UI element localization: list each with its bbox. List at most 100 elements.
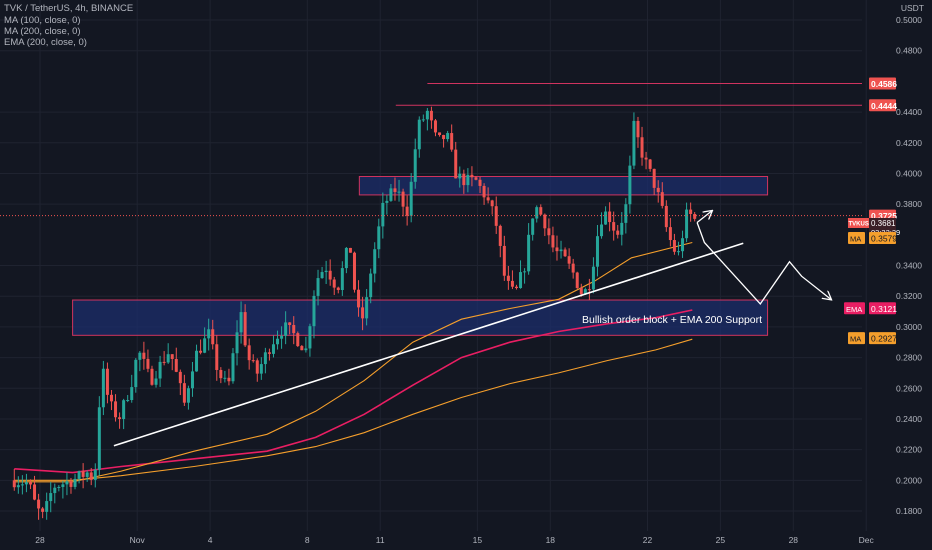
candle-body xyxy=(381,202,385,227)
candle-body xyxy=(660,192,664,206)
candle-body xyxy=(348,247,352,253)
ma100-name-tag: MA xyxy=(850,235,861,244)
candle-body xyxy=(498,225,502,246)
candle-body xyxy=(563,249,567,257)
candle-body xyxy=(146,358,150,369)
candle-body xyxy=(389,188,393,201)
candle-body xyxy=(490,200,494,207)
candle-body xyxy=(559,249,563,252)
candle-body xyxy=(114,401,118,418)
indicator-ema200-label: EMA (200, close, 0) xyxy=(4,37,87,48)
candle-body xyxy=(316,278,320,296)
candle-body xyxy=(531,218,535,235)
candle-body xyxy=(211,329,215,345)
candle-body xyxy=(134,359,138,388)
candle-body xyxy=(502,245,506,276)
candle-body xyxy=(304,348,308,351)
candle-body xyxy=(24,482,28,485)
candle-body xyxy=(462,173,466,186)
candle-body xyxy=(567,256,571,264)
x-tick-label: Dec xyxy=(859,535,875,545)
candle-body xyxy=(219,369,223,379)
candle-body xyxy=(118,417,122,420)
candle-body xyxy=(174,358,178,372)
ma100-name-tag-bg xyxy=(848,232,865,245)
candle-body xyxy=(93,469,97,480)
y-tick-label: 0.1800 xyxy=(896,506,922,516)
y-tick-label: 0.2400 xyxy=(896,414,922,424)
candle-body xyxy=(227,377,231,382)
candle-body xyxy=(203,338,207,353)
candle-body xyxy=(138,352,142,360)
candle-body xyxy=(644,157,648,160)
price-axis: 0.5000 0.4800 0.4400 0.4200 0.4000 0.3800 0.34… xyxy=(844,15,922,516)
candle-body xyxy=(620,222,624,235)
candle-body xyxy=(259,364,263,374)
candle-body xyxy=(551,235,555,248)
candle-body xyxy=(53,487,57,494)
indicator-ma200-label: MA (200, close, 0) xyxy=(4,26,81,37)
candle-body xyxy=(397,191,401,193)
candle-body xyxy=(105,368,109,395)
candle-body xyxy=(486,197,490,201)
candle-body xyxy=(470,174,474,178)
candle-body xyxy=(519,272,523,289)
candle-body xyxy=(466,174,470,186)
y-tick-label: 0.3200 xyxy=(896,291,922,301)
candle-body xyxy=(284,322,288,336)
candle-body xyxy=(328,270,332,280)
y-tick-label: 0.5000 xyxy=(896,15,922,25)
candle-body xyxy=(271,344,275,354)
candle-body xyxy=(247,345,251,361)
candle-body xyxy=(207,329,211,339)
candle-body xyxy=(547,228,551,236)
candle-body xyxy=(37,499,41,509)
candle-body xyxy=(373,249,377,274)
candle-body xyxy=(101,368,105,408)
current-price-tag: 0.3725 xyxy=(871,211,897,221)
chart-title: TVK / TetherUS, 4h, BINANCE xyxy=(4,3,134,14)
candle-body xyxy=(446,133,450,140)
candle-body xyxy=(539,207,543,215)
candle-body xyxy=(186,388,190,403)
y-tick-label: 0.4800 xyxy=(896,46,922,56)
candle-body xyxy=(377,226,381,250)
candle-body xyxy=(438,132,442,136)
candle-body xyxy=(514,286,518,289)
candle-body xyxy=(527,234,531,272)
candle-body xyxy=(425,110,429,120)
candle-body xyxy=(288,322,292,326)
candle-body xyxy=(672,240,676,252)
candle-body xyxy=(45,501,49,512)
candle-body xyxy=(689,209,693,214)
candle-body xyxy=(154,378,158,385)
ema200-name-tag: EMA xyxy=(846,305,862,314)
ma200-name-tag-bg xyxy=(848,332,865,345)
candle-body xyxy=(28,482,32,485)
x-tick-label: 25 xyxy=(716,535,726,545)
candle-body xyxy=(199,350,203,353)
candle-body xyxy=(130,387,134,401)
candle-body xyxy=(142,352,146,359)
x-tick-label: 8 xyxy=(305,535,310,545)
x-tick-label: Nov xyxy=(130,535,146,545)
candle-body xyxy=(510,280,514,287)
candle-body xyxy=(591,266,595,290)
candle-body xyxy=(122,400,126,420)
candle-body xyxy=(73,478,77,487)
candle-body xyxy=(12,480,16,488)
candle-body xyxy=(433,120,437,133)
candle-body xyxy=(604,211,608,225)
ema200-name-tag-bg xyxy=(844,302,865,315)
candle-body xyxy=(442,135,446,140)
candle-body xyxy=(109,394,113,402)
candle-body xyxy=(523,271,527,273)
x-tick-label: 4 xyxy=(208,535,213,545)
ma200-value-tag-bg xyxy=(869,332,896,345)
candle-body xyxy=(583,289,587,295)
candle-body xyxy=(600,224,604,237)
candle-body xyxy=(652,168,656,188)
candle-body xyxy=(239,312,243,333)
candle-body xyxy=(20,484,24,486)
